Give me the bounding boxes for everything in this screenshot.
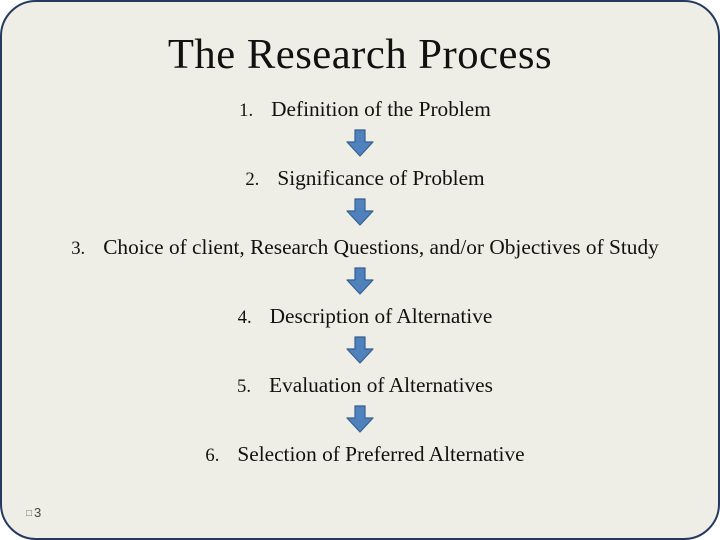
- step-6: 6. Selection of Preferred Alternative: [195, 442, 524, 467]
- step-1: 1. Definition of the Problem: [229, 97, 491, 122]
- arrow-down-icon: [343, 264, 377, 300]
- arrow-down-icon: [343, 126, 377, 162]
- step-label: Selection of Preferred Alternative: [237, 442, 524, 467]
- step-label: Evaluation of Alternatives: [269, 373, 493, 398]
- slide-title: The Research Process: [2, 30, 718, 79]
- process-steps: 1. Definition of the Problem 2. Signific…: [2, 97, 718, 467]
- step-5: 5. Evaluation of Alternatives: [227, 373, 493, 398]
- step-number: 5.: [227, 376, 251, 398]
- arrow-down-icon: [343, 402, 377, 438]
- step-number: 3.: [61, 238, 85, 260]
- step-label: Choice of client, Research Questions, an…: [103, 235, 659, 260]
- step-number: 1.: [229, 100, 253, 122]
- step-2: 2. Significance of Problem: [235, 166, 484, 191]
- step-4: 4. Description of Alternative: [228, 304, 493, 329]
- step-3: 3. Choice of client, Research Questions,…: [61, 235, 659, 260]
- step-number: 2.: [235, 169, 259, 191]
- slide-number: □3: [26, 505, 41, 520]
- slide-number-value: 3: [34, 505, 41, 520]
- arrow-down-icon: [343, 333, 377, 369]
- step-number: 6.: [195, 445, 219, 467]
- arrow-down-icon: [343, 195, 377, 231]
- step-label: Description of Alternative: [270, 304, 493, 329]
- bullet-icon: □: [26, 508, 32, 519]
- slide-frame: The Research Process 1. Definition of th…: [0, 0, 720, 540]
- step-label: Definition of the Problem: [271, 97, 491, 122]
- step-number: 4.: [228, 307, 252, 329]
- step-label: Significance of Problem: [277, 166, 484, 191]
